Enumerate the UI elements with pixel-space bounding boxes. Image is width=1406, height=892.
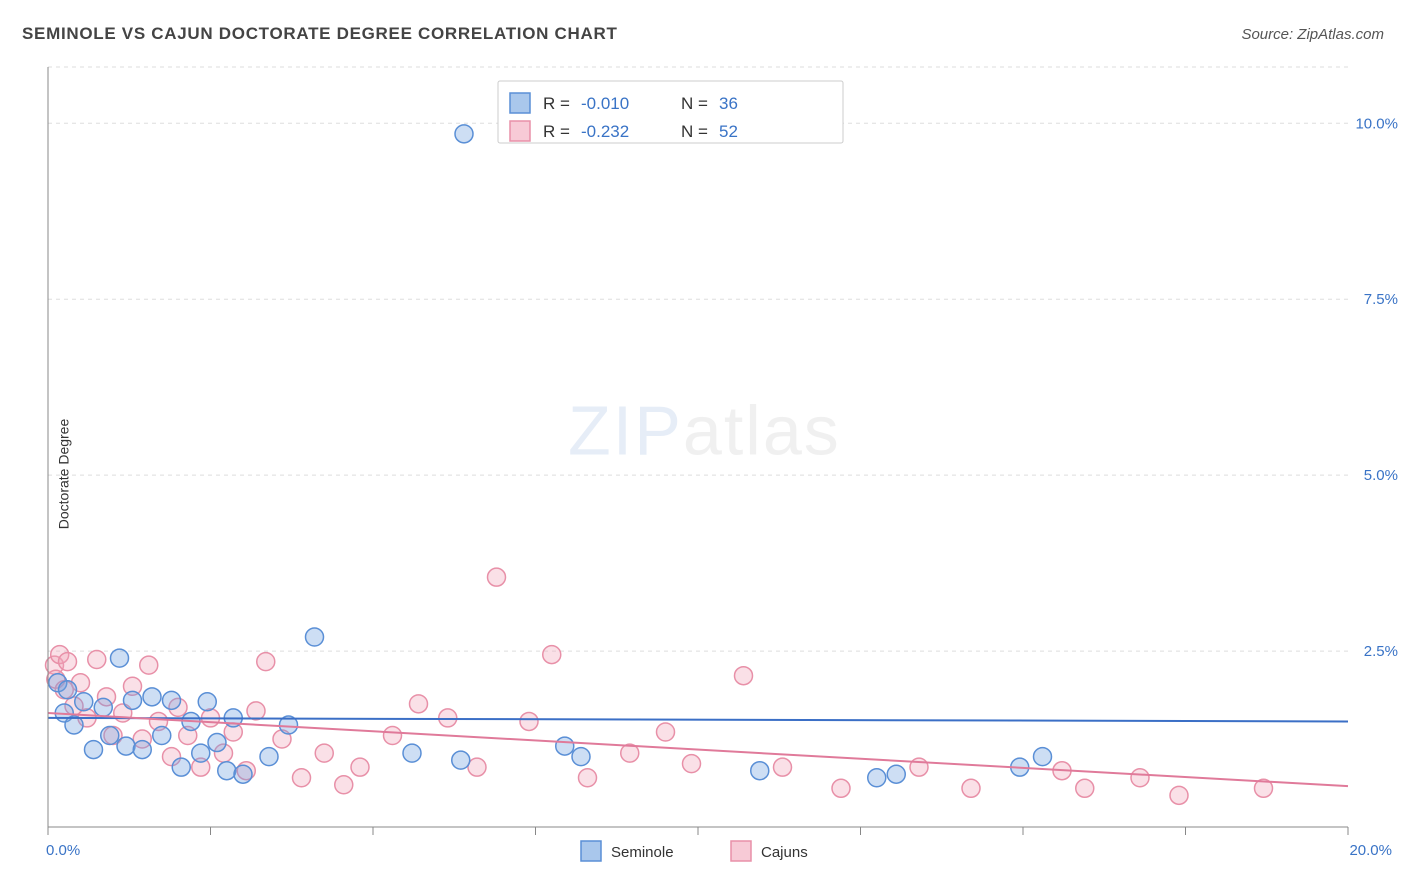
scatter-point — [384, 727, 402, 745]
scatter-point — [247, 702, 265, 720]
scatter-point — [111, 649, 129, 667]
scatter-point — [94, 698, 112, 716]
scatter-chart: 2.5% 5.0% 7.5% 10.0% ZIPatlas 0.0% 20.0% R = -0… — [0, 55, 1406, 885]
scatter-point — [198, 693, 216, 711]
legend-swatch — [510, 93, 530, 113]
watermark: ZIPatlas — [568, 392, 841, 470]
scatter-point — [260, 748, 278, 766]
scatter-point — [218, 762, 236, 780]
y-tick-label: 10.0% — [1355, 115, 1398, 132]
scatter-point — [306, 628, 324, 646]
scatter-point — [403, 744, 421, 762]
scatter-point — [75, 693, 93, 711]
y-tick-label: 2.5% — [1364, 643, 1398, 660]
scatter-point — [1034, 748, 1052, 766]
scatter-point — [59, 653, 77, 671]
scatter-point — [88, 651, 106, 669]
y-tick-label: 7.5% — [1364, 291, 1398, 308]
scatter-point — [234, 765, 252, 783]
scatter-point — [543, 646, 561, 664]
scatter-point — [293, 769, 311, 787]
legend-swatch — [731, 841, 751, 861]
scatter-point — [101, 727, 119, 745]
series-legend: Seminole Cajuns — [581, 841, 808, 861]
source-credit: Source: ZipAtlas.com — [1241, 26, 1384, 43]
scatter-point — [832, 779, 850, 797]
scatter-point — [1131, 769, 1149, 787]
scatter-point — [124, 691, 142, 709]
scatter-point — [774, 758, 792, 776]
legend-label: Seminole — [611, 844, 674, 861]
r-value: -0.232 — [581, 122, 629, 141]
legend-swatch — [581, 841, 601, 861]
n-value: 52 — [719, 122, 738, 141]
scatter-point — [683, 755, 701, 773]
scatter-point — [657, 723, 675, 741]
scatter-point — [556, 737, 574, 755]
scatter-point — [868, 769, 886, 787]
legend-label: Cajuns — [761, 844, 808, 861]
scatter-point — [143, 688, 161, 706]
n-label: N = — [681, 94, 708, 113]
scatter-point — [572, 748, 590, 766]
scatter-point — [172, 758, 190, 776]
x-tick-label: 0.0% — [46, 842, 80, 859]
scatter-point — [351, 758, 369, 776]
scatter-point — [335, 776, 353, 794]
scatter-point — [153, 727, 171, 745]
trend-line — [48, 718, 1348, 722]
scatter-point — [59, 681, 77, 699]
scatter-point — [257, 653, 275, 671]
scatter-point — [452, 751, 470, 769]
scatter-point — [579, 769, 597, 787]
scatter-point — [887, 765, 905, 783]
scatter-point — [117, 737, 135, 755]
scatter-point — [962, 779, 980, 797]
scatter-point — [163, 691, 181, 709]
scatter-point — [133, 741, 151, 759]
scatter-point — [140, 656, 158, 674]
y-tick-label: 5.0% — [1364, 467, 1398, 484]
x-tick-label: 20.0% — [1349, 842, 1392, 859]
r-value: -0.010 — [581, 94, 629, 113]
scatter-point — [410, 695, 428, 713]
scatter-point — [85, 741, 103, 759]
n-label: N = — [681, 122, 708, 141]
scatter-point — [1076, 779, 1094, 797]
scatter-point — [315, 744, 333, 762]
scatter-point — [439, 709, 457, 727]
scatter-point — [751, 762, 769, 780]
legend-swatch — [510, 121, 530, 141]
scatter-point — [455, 125, 473, 143]
scatter-point — [488, 568, 506, 586]
scatter-point — [208, 734, 226, 752]
scatter-point — [1170, 786, 1188, 804]
n-value: 36 — [719, 94, 738, 113]
y-axis-label: Doctorate Degree — [55, 418, 71, 529]
chart-title: SEMINOLE VS CAJUN DOCTORATE DEGREE CORRE… — [22, 24, 618, 44]
r-label: R = — [543, 122, 570, 141]
scatter-point — [520, 712, 538, 730]
scatter-point — [192, 744, 210, 762]
r-label: R = — [543, 94, 570, 113]
scatter-point — [735, 667, 753, 685]
scatter-point — [468, 758, 486, 776]
